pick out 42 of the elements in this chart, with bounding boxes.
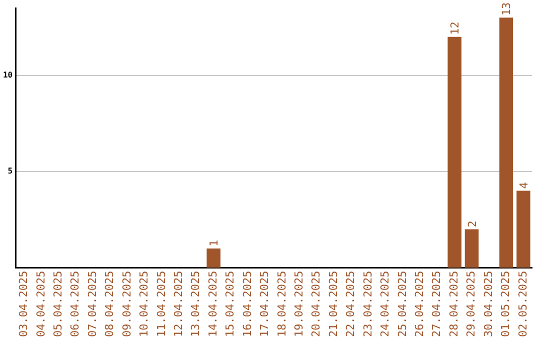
x-tick-label: 22.04.2025 bbox=[344, 270, 358, 338]
x-tick-label: 18.04.2025 bbox=[275, 270, 288, 338]
data-label: 1 bbox=[208, 240, 221, 247]
x-tick-label: 20.04.2025 bbox=[310, 270, 323, 338]
x-tick-label: 12.04.2025 bbox=[172, 270, 186, 338]
x-tick-label: 04.04.2025 bbox=[34, 270, 48, 338]
x-tick-label: 11.04.2025 bbox=[154, 270, 168, 338]
x-tick-label: 09.04.2025 bbox=[120, 270, 134, 338]
x-tick-label: 05.04.2025 bbox=[52, 270, 65, 338]
y-tick-label: 5 bbox=[8, 166, 13, 176]
x-tick-label: 10.04.2025 bbox=[138, 270, 151, 338]
x-tick-label: 25.04.2025 bbox=[396, 270, 409, 338]
x-tick-label: 06.04.2025 bbox=[68, 270, 82, 338]
data-label: 12 bbox=[448, 22, 462, 35]
x-tick-label: 07.04.2025 bbox=[86, 270, 99, 338]
bar bbox=[516, 190, 530, 268]
x-tick-label: 02.05.2025 bbox=[516, 270, 530, 338]
x-tick-label: 26.04.2025 bbox=[412, 270, 426, 338]
x-tick-label: 30.04.2025 bbox=[482, 270, 495, 338]
bar bbox=[499, 18, 514, 268]
x-tick-label: 08.04.2025 bbox=[103, 270, 116, 338]
x-tick-label: 28.04.2025 bbox=[447, 270, 460, 338]
x-tick-label: 19.04.2025 bbox=[292, 270, 306, 338]
x-tick-label: 21.04.2025 bbox=[326, 270, 340, 338]
x-tick-label: 17.04.2025 bbox=[258, 270, 272, 338]
data-label: 2 bbox=[466, 220, 479, 228]
x-tick-label: 03.04.2025 bbox=[17, 270, 30, 338]
bar bbox=[464, 229, 479, 268]
x-tick-label: 01.05.2025 bbox=[499, 270, 512, 338]
x-tick-label: 14.04.2025 bbox=[206, 270, 220, 338]
x-tick-label: 15.04.2025 bbox=[224, 270, 237, 338]
bar bbox=[206, 248, 220, 268]
data-label: 4 bbox=[517, 182, 530, 189]
x-tick-label: 23.04.2025 bbox=[361, 270, 374, 338]
x-tick-label: 27.04.2025 bbox=[430, 270, 444, 338]
x-tick-label: 29.04.2025 bbox=[464, 270, 478, 338]
y-tick-label: 10 bbox=[2, 70, 13, 80]
x-tick-label: 24.04.2025 bbox=[378, 270, 392, 338]
bar bbox=[448, 36, 462, 268]
x-tick-label: 16.04.2025 bbox=[240, 270, 254, 338]
x-tick-label: 13.04.2025 bbox=[189, 270, 202, 338]
data-label: 13 bbox=[500, 2, 514, 16]
